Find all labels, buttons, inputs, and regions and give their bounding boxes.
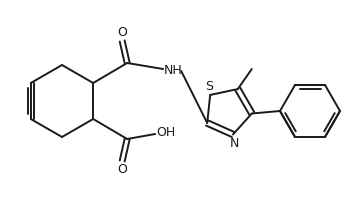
Text: S: S (205, 80, 213, 93)
Text: OH: OH (156, 127, 175, 140)
Text: O: O (117, 163, 127, 176)
Text: O: O (117, 26, 127, 39)
Text: N: N (229, 137, 239, 151)
Text: NH: NH (164, 64, 183, 76)
